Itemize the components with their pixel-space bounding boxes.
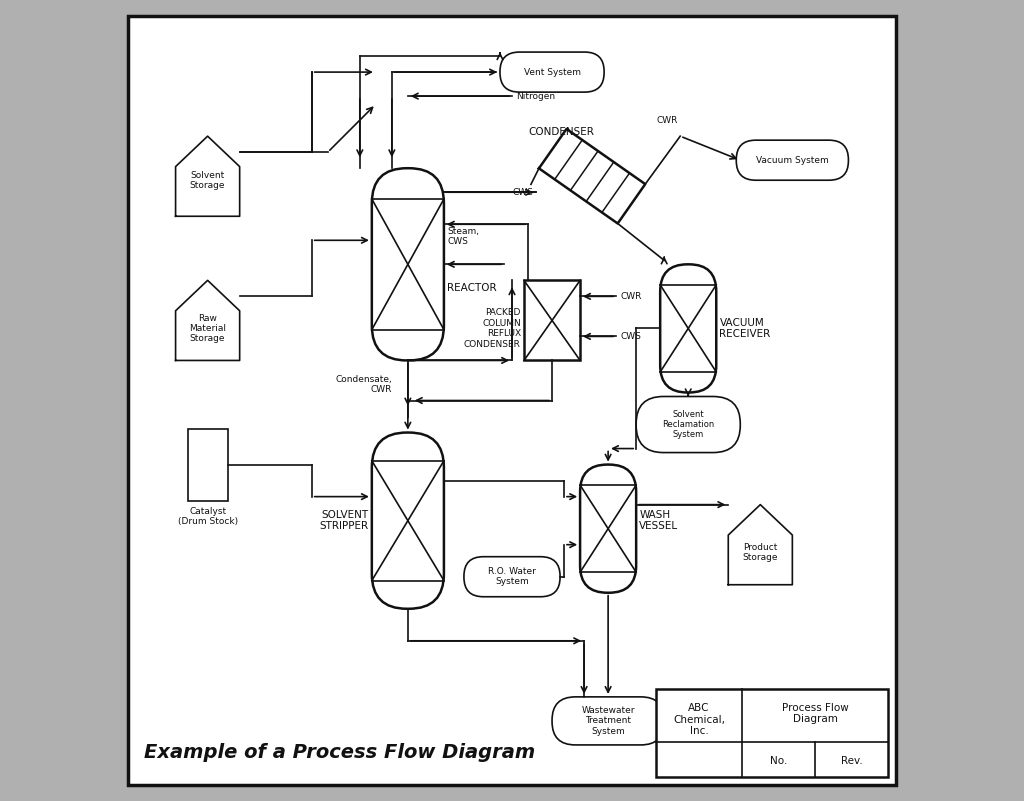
Text: Rev.: Rev. xyxy=(841,756,863,766)
Text: No.: No. xyxy=(770,756,787,766)
Text: Solvent
Storage: Solvent Storage xyxy=(189,171,225,190)
Text: Wastewater
Treatment
System: Wastewater Treatment System xyxy=(582,706,635,736)
Text: R.O. Water
System: R.O. Water System xyxy=(488,567,536,586)
Polygon shape xyxy=(175,136,240,216)
Text: Condensate,
CWR: Condensate, CWR xyxy=(335,375,392,394)
FancyBboxPatch shape xyxy=(736,140,849,180)
Text: WASH
VESSEL: WASH VESSEL xyxy=(639,510,679,531)
Text: Example of a Process Flow Diagram: Example of a Process Flow Diagram xyxy=(143,743,535,763)
Text: CWR: CWR xyxy=(656,115,678,125)
FancyBboxPatch shape xyxy=(500,52,604,92)
Text: REACTOR: REACTOR xyxy=(447,284,497,293)
Polygon shape xyxy=(175,280,240,360)
Text: Catalyst
(Drum Stock): Catalyst (Drum Stock) xyxy=(177,507,238,526)
Text: Nitrogen: Nitrogen xyxy=(516,91,555,101)
FancyBboxPatch shape xyxy=(580,465,636,593)
Bar xyxy=(187,429,227,501)
Text: CWS: CWS xyxy=(512,188,534,197)
Text: PACKED
COLUMN
REFLUX
CONDENSER: PACKED COLUMN REFLUX CONDENSER xyxy=(464,308,521,348)
Text: ABC
Chemical,
Inc.: ABC Chemical, Inc. xyxy=(673,703,725,736)
Text: VACUUM
RECEIVER: VACUUM RECEIVER xyxy=(720,318,771,339)
Text: CWS: CWS xyxy=(621,332,641,341)
Text: Raw
Material
Storage: Raw Material Storage xyxy=(189,313,226,344)
Text: CONDENSER: CONDENSER xyxy=(528,127,594,137)
Text: Steam,
CWS: Steam, CWS xyxy=(447,227,479,246)
FancyBboxPatch shape xyxy=(372,433,444,609)
Polygon shape xyxy=(728,505,793,585)
Text: Solvent
Reclamation
System: Solvent Reclamation System xyxy=(663,409,715,440)
FancyBboxPatch shape xyxy=(636,396,740,453)
FancyBboxPatch shape xyxy=(372,168,444,360)
FancyBboxPatch shape xyxy=(552,697,665,745)
Text: CWR: CWR xyxy=(621,292,641,301)
Text: Vacuum System: Vacuum System xyxy=(756,155,828,165)
Bar xyxy=(524,280,580,360)
Text: Process Flow
Diagram: Process Flow Diagram xyxy=(782,702,849,724)
Bar xyxy=(656,689,889,777)
FancyBboxPatch shape xyxy=(660,264,716,392)
Polygon shape xyxy=(539,129,645,223)
Text: Vent System: Vent System xyxy=(523,67,581,77)
FancyBboxPatch shape xyxy=(464,557,560,597)
Text: SOLVENT
STRIPPER: SOLVENT STRIPPER xyxy=(319,510,369,531)
Text: Product
Storage: Product Storage xyxy=(742,543,778,562)
